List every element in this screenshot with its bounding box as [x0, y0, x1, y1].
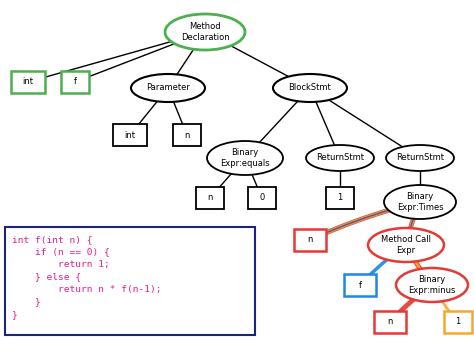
Text: n: n — [307, 236, 313, 244]
FancyBboxPatch shape — [344, 274, 376, 296]
FancyBboxPatch shape — [11, 71, 45, 93]
Text: 0: 0 — [259, 193, 264, 203]
Ellipse shape — [165, 14, 245, 50]
Ellipse shape — [386, 145, 454, 171]
Text: ReturnStmt: ReturnStmt — [316, 153, 364, 163]
Ellipse shape — [207, 141, 283, 175]
FancyBboxPatch shape — [374, 311, 406, 333]
Text: int f(int n) {
    if (n == 0) {
        return 1;
    } else {
        return n: int f(int n) { if (n == 0) { return 1; }… — [12, 235, 162, 319]
Ellipse shape — [273, 74, 347, 102]
FancyBboxPatch shape — [326, 187, 354, 209]
FancyBboxPatch shape — [173, 124, 201, 146]
Text: Binary
Expr:Times: Binary Expr:Times — [397, 192, 443, 212]
Text: Binary
Expr:minus: Binary Expr:minus — [408, 275, 456, 295]
FancyBboxPatch shape — [5, 227, 255, 335]
Text: f: f — [358, 280, 362, 289]
Text: int: int — [22, 78, 34, 86]
Text: Parameter: Parameter — [146, 84, 190, 92]
Text: int: int — [125, 131, 136, 139]
Text: 1: 1 — [456, 318, 461, 326]
Text: n: n — [184, 131, 190, 139]
FancyBboxPatch shape — [113, 124, 147, 146]
FancyBboxPatch shape — [248, 187, 276, 209]
Ellipse shape — [384, 185, 456, 219]
Text: ReturnStmt: ReturnStmt — [396, 153, 444, 163]
FancyBboxPatch shape — [61, 71, 89, 93]
FancyBboxPatch shape — [444, 311, 472, 333]
Text: 1: 1 — [337, 193, 343, 203]
Text: Binary
Expr:equals: Binary Expr:equals — [220, 148, 270, 168]
Text: f: f — [73, 78, 76, 86]
Ellipse shape — [131, 74, 205, 102]
FancyBboxPatch shape — [196, 187, 224, 209]
Text: BlockStmt: BlockStmt — [289, 84, 331, 92]
FancyBboxPatch shape — [294, 229, 326, 251]
Ellipse shape — [396, 268, 468, 302]
Ellipse shape — [306, 145, 374, 171]
Text: n: n — [207, 193, 213, 203]
Text: n: n — [387, 318, 392, 326]
Ellipse shape — [368, 228, 444, 262]
Text: Method
Declaration: Method Declaration — [181, 22, 229, 42]
Text: Method Call
Expr: Method Call Expr — [381, 235, 431, 255]
